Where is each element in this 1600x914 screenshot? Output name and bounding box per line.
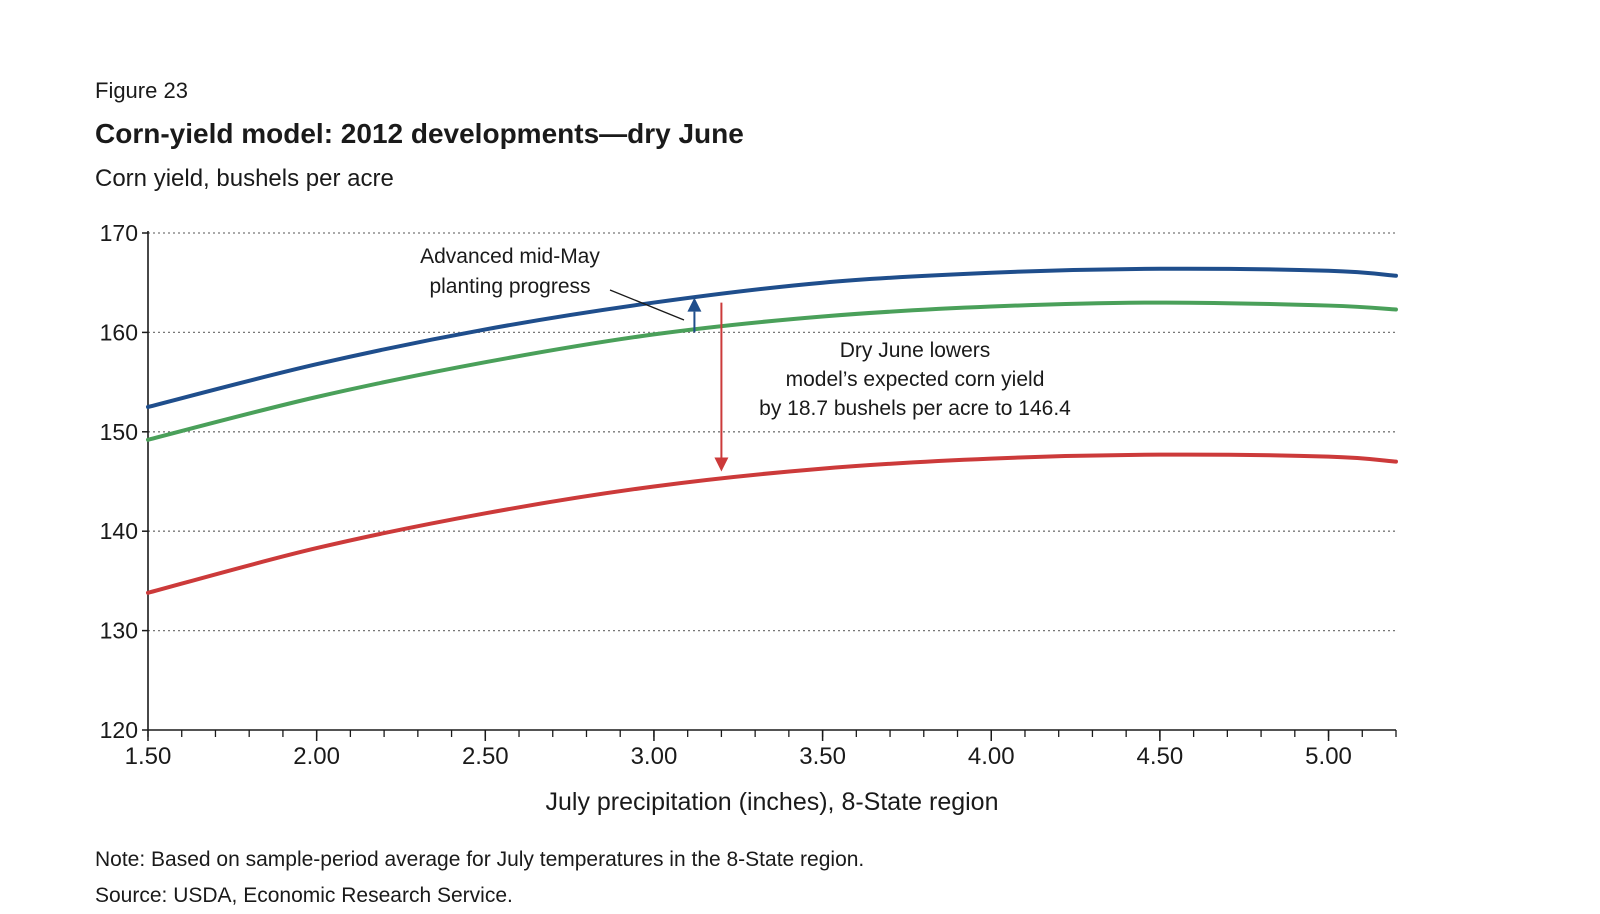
chart-title: Corn-yield model: 2012 developments—dry … (95, 118, 744, 149)
annotation-dryjune-line: model’s expected corn yield (786, 368, 1045, 391)
x-axis-title: July precipitation (inches), 8-State reg… (545, 788, 998, 816)
note-text: Note: Based on sample-period average for… (95, 848, 865, 871)
series-line-advanced-mid-may-planting-progress (146, 266, 1398, 409)
x-tick-label: 2.00 (293, 743, 340, 770)
down-arrow-head (714, 457, 729, 472)
axes: 120 130 140 150 160 170 1.50 2.00 2.50 3.00 3.50 4.… (100, 220, 1397, 770)
gridlines (148, 232, 1396, 632)
x-tick-label: 3.50 (799, 743, 846, 770)
y-tick-label: 130 (100, 618, 138, 644)
series-line-baseline (146, 300, 1398, 442)
up-arrow-head (687, 297, 702, 312)
y-tick-label: 150 (100, 419, 138, 445)
x-tick-label: 3.00 (631, 743, 678, 770)
x-tick-label: 5.00 (1305, 743, 1352, 770)
annotation-dryjune-line: by 18.7 bushels per acre to 146.4 (759, 397, 1071, 420)
annotations: Advanced mid-May planting progress Dry Jun… (420, 245, 1071, 472)
annotation-leader-line (609, 289, 685, 321)
y-tick-label: 140 (100, 518, 138, 544)
x-tick-label: 4.00 (968, 743, 1015, 770)
y-tick-label: 160 (100, 319, 138, 345)
y-tick-label: 170 (100, 220, 138, 246)
x-tick-label: 2.50 (462, 743, 509, 770)
x-tick-label: 1.50 (125, 743, 172, 770)
series-line-dry-june (146, 452, 1398, 595)
x-tick-label: 4.50 (1137, 743, 1184, 770)
y-axis-title: Corn yield, bushels per acre (95, 165, 394, 192)
annotation-planting-line: planting progress (429, 275, 590, 298)
figure-label: Figure 23 (95, 78, 188, 103)
y-tick-label: 120 (100, 717, 138, 743)
annotation-dryjune-line: Dry June lowers (840, 339, 991, 362)
series-lines (146, 266, 1398, 595)
annotation-planting-line: Advanced mid-May (420, 245, 600, 268)
source-text: Source: USDA, Economic Research Service. (95, 884, 513, 907)
